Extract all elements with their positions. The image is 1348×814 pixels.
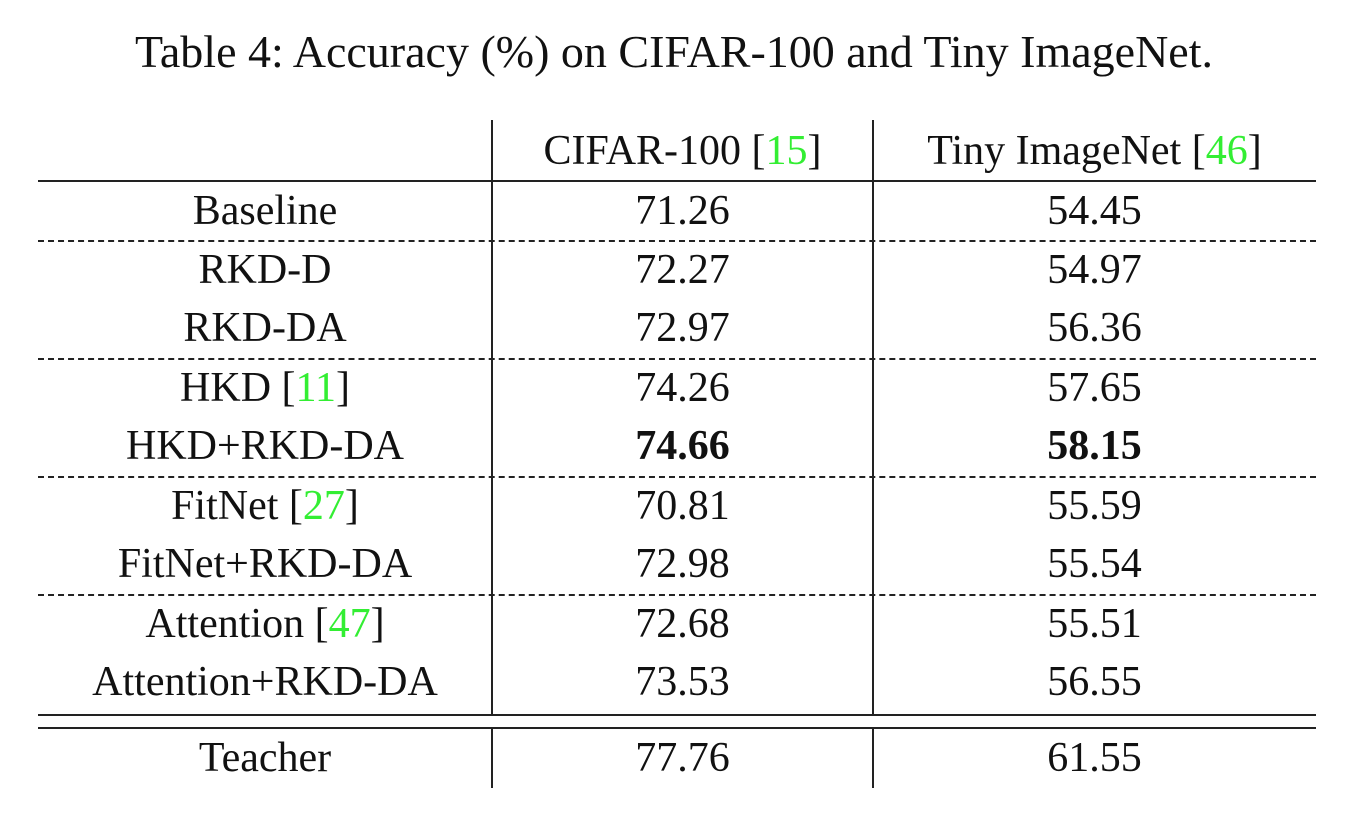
tiny-value: 55.59	[1047, 483, 1142, 529]
row-label: Teacher	[198, 735, 332, 781]
cifar-value: 72.98	[635, 541, 730, 587]
row-label: Attention+RKD-DA	[92, 659, 438, 705]
cifar-value: 72.27	[635, 247, 730, 293]
double-rule-top	[38, 714, 1316, 716]
row-label: FitNet+RKD-DA	[117, 541, 413, 587]
cifar-value: 70.81	[635, 483, 730, 529]
tiny-value: 56.36	[1047, 305, 1142, 351]
results-table: CIFAR-100 [15] Tiny ImageNet [46] Baseli…	[38, 120, 1316, 792]
citation-link[interactable]: 27	[302, 483, 345, 529]
tiny-value: 55.54	[1047, 541, 1142, 587]
header-cifar: CIFAR-100 [15]	[543, 128, 822, 174]
tiny-value: 55.51	[1047, 601, 1142, 647]
row-label: RKD-D	[198, 247, 332, 293]
cifar-value: 72.68	[635, 601, 730, 647]
cifar-value: 71.26	[635, 188, 730, 234]
cifar-value: 74.26	[635, 365, 730, 411]
header-rule	[38, 180, 1316, 182]
cifar-value: 72.97	[635, 305, 730, 351]
table-caption: Table 4: Accuracy (%) on CIFAR-100 and T…	[135, 26, 1213, 77]
citation-link[interactable]: 11	[295, 365, 336, 411]
row-label: Baseline	[192, 188, 338, 234]
double-rule-gap	[38, 716, 1316, 727]
header-tiny-imagenet: Tiny ImageNet [46]	[927, 128, 1262, 174]
tiny-value: 54.45	[1047, 188, 1142, 234]
row-label: Attention [47]	[145, 601, 385, 647]
tiny-value: 57.65	[1047, 365, 1142, 411]
row-label: HKD+RKD-DA	[125, 423, 404, 469]
citation-link[interactable]: 47	[328, 601, 371, 647]
row-label: FitNet [27]	[171, 483, 359, 529]
cifar-value: 77.76	[635, 735, 730, 781]
citation-link[interactable]: 15	[765, 128, 808, 174]
tiny-value-best: 58.15	[1047, 423, 1142, 469]
cifar-value: 73.53	[635, 659, 730, 705]
tiny-value: 61.55	[1047, 735, 1142, 781]
column-separator	[872, 120, 874, 788]
group-divider	[38, 594, 1316, 596]
column-separator	[491, 120, 493, 788]
citation-link[interactable]: 46	[1205, 128, 1248, 174]
group-divider	[38, 240, 1316, 242]
group-divider	[38, 358, 1316, 360]
cifar-value-best: 74.66	[635, 423, 730, 469]
row-label: HKD [11]	[180, 365, 350, 411]
tiny-value: 54.97	[1047, 247, 1142, 293]
tiny-value: 56.55	[1047, 659, 1142, 705]
row-label: RKD-DA	[183, 305, 347, 351]
double-rule-bottom	[38, 727, 1316, 729]
group-divider	[38, 476, 1316, 478]
